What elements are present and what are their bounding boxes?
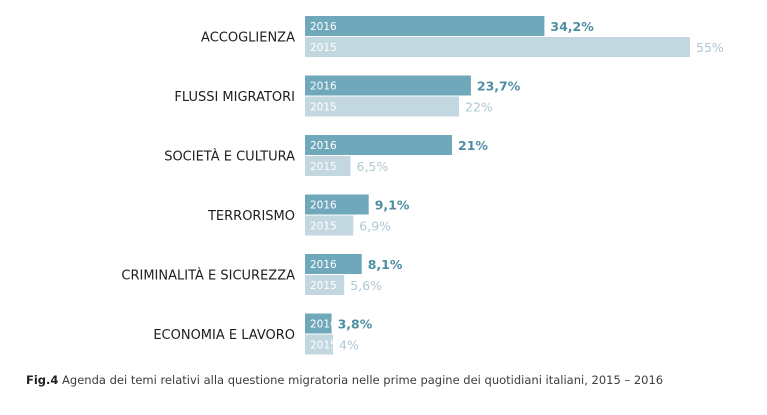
series-label-2015-economia-e-lavoro: 2015 [310,340,337,352]
figure-caption: Fig.4 Agenda dei temi relativi alla ques… [26,373,663,387]
category-label-accoglienza: ACCOGLIENZA [201,31,295,46]
bar-2016-criminalita-e-sicurezza [305,254,362,274]
bar-2015-flussi-migratori [305,96,459,117]
category-label-criminalita-e-sicurezza: CRIMINALITÀ E SICUREZZA [121,268,295,284]
bar-chart: ACCOGLIENZA 2016 34,2% 2015 55% FLUSSI MIGRAT… [121,16,724,355]
series-label-2015-flussi-migratori: 2015 [310,102,337,114]
category-label-societa-e-cultura: SOCIETÀ E CULTURA [164,149,295,165]
bar-2015-criminalita-e-sicurezza [305,275,345,295]
bar-2016-societa-e-cultura [305,135,452,155]
bar-2015-accoglienza [305,37,690,57]
bar-2016-flussi-migratori [305,75,471,96]
value-label-2016-accoglienza: 34,2% [550,19,594,34]
series-label-2015-terrorismo: 2015 [310,221,337,233]
value-label-2016-economia-e-lavoro: 3,8% [338,317,373,332]
series-label-2016-flussi-migratori: 2016 [310,81,337,93]
series-label-2016-accoglienza: 2016 [310,21,337,33]
category-label-terrorismo: TERRORISMO [207,209,295,224]
series-label-2016-societa-e-cultura: 2016 [310,140,337,152]
value-label-2015-flussi-migratori: 22% [465,100,493,115]
caption-text: Agenda dei temi relativi alla questione … [58,373,664,387]
series-label-2015-societa-e-cultura: 2015 [310,161,337,173]
value-label-2015-societa-e-cultura: 6,5% [357,159,389,174]
value-label-2015-terrorismo: 6,9% [359,219,391,234]
bar-2016-accoglienza [305,16,545,36]
category-label-flussi-migratori: FLUSSI MIGRATORI [174,90,295,105]
series-label-2016-economia-e-lavoro: 2016 [310,319,337,331]
bar-2016-economia-e-lavoro [305,313,332,334]
value-label-2016-societa-e-cultura: 21% [458,138,488,153]
bar-2015-terrorismo [305,215,354,236]
category-label-economia-e-lavoro: ECONOMIA E LAVORO [153,328,295,343]
value-label-2016-terrorismo: 9,1% [375,198,410,213]
bar-2016-terrorismo [305,194,369,215]
bar-2015-societa-e-cultura [305,156,351,176]
series-label-2015-criminalita-e-sicurezza: 2015 [310,280,337,292]
figure-number: Fig.4 [26,373,59,387]
value-label-2015-economia-e-lavoro: 4% [339,338,359,353]
value-label-2015-criminalita-e-sicurezza: 5,6% [350,278,382,293]
value-label-2016-flussi-migratori: 23,7% [477,79,521,94]
value-label-2016-criminalita-e-sicurezza: 8,1% [368,257,403,272]
series-label-2015-accoglienza: 2015 [310,42,337,54]
series-label-2016-terrorismo: 2016 [310,200,337,212]
value-label-2015-accoglienza: 55% [696,40,724,55]
series-label-2016-criminalita-e-sicurezza: 2016 [310,259,337,271]
bar-2015-economia-e-lavoro [305,334,333,355]
